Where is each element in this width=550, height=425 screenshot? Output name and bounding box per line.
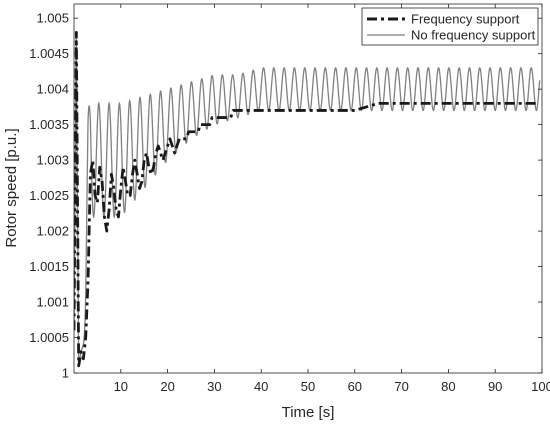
y-tick-label: 1.002 — [36, 224, 69, 239]
series-line-no-frequency-support — [74, 32, 541, 367]
x-tick-label: 40 — [254, 379, 268, 394]
y-tick-label: 1.001 — [36, 295, 69, 310]
y-tick-label: 1.0035 — [29, 117, 69, 132]
series-line-frequency-support — [74, 30, 540, 368]
legend-label-no-frequency-support: No frequency support — [411, 28, 536, 43]
legend-box — [361, 7, 539, 46]
y-tick-label: 1 — [62, 366, 69, 381]
x-tick-label: 50 — [301, 379, 315, 394]
plot-area — [74, 4, 542, 373]
y-axis-label: Rotor speed [p.u.] — [3, 128, 20, 247]
x-tick-label: 80 — [441, 379, 455, 394]
legend: Frequency support No frequency support — [361, 7, 539, 46]
y-tick-label: 1.003 — [36, 153, 69, 168]
x-tick-label: 90 — [488, 379, 502, 394]
y-tick-label: 1.005 — [36, 11, 69, 26]
legend-label-frequency-support: Frequency support — [411, 12, 520, 27]
x-tick-label: 70 — [394, 379, 408, 394]
y-tick-label: 1.0045 — [29, 46, 69, 61]
x-tick-label: 10 — [114, 379, 128, 394]
series-layer — [74, 30, 541, 368]
y-tick-label: 1.0025 — [29, 188, 69, 203]
x-tick-label: 20 — [160, 379, 174, 394]
x-tick-label: 60 — [348, 379, 362, 394]
y-tick-label: 1.0005 — [29, 330, 69, 345]
y-tick-label: 1.0015 — [29, 259, 69, 274]
x-tick-label: 30 — [207, 379, 221, 394]
y-tick-label: 1.004 — [36, 82, 69, 97]
ticks-layer: 10 20 30 40 50 60 70 80 90 100 1 1.0005 1.001 1.0015 1… — [29, 4, 550, 394]
x-axis-label: Time [s] — [282, 404, 335, 421]
x-tick-label: 100 — [531, 379, 550, 394]
